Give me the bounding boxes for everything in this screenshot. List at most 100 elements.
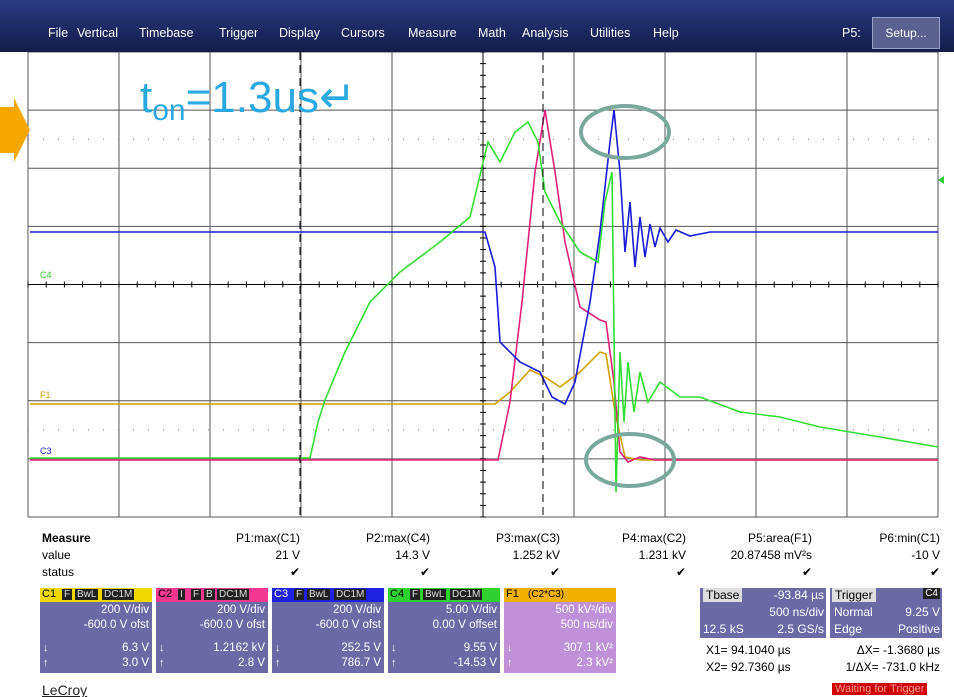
measure-title: Measure <box>42 531 91 545</box>
trigger-type: Edge <box>834 622 863 636</box>
channel-tag: F <box>191 589 202 600</box>
measure-name: P4:max(C2) <box>621 531 686 545</box>
grid <box>27 52 939 518</box>
channel-name: C3 <box>274 588 289 600</box>
cursor-low: 252.5 V <box>341 642 381 654</box>
measure-name: P6:min(C1) <box>879 531 940 545</box>
cursor-low: 307.1 kV² <box>563 642 613 654</box>
trigger-slope: Positive <box>897 622 940 636</box>
arrow-low: ↓ <box>391 642 397 654</box>
trace-c4 <box>30 120 939 493</box>
cursor-inv-dx: 1/ΔX= -731.0 kHz <box>845 660 940 674</box>
arrow-low: ↓ <box>507 642 513 654</box>
arrow-high: ↑ <box>275 657 281 669</box>
annotation-t: t <box>140 73 152 122</box>
channel-tag: BwL <box>423 589 447 600</box>
menu-bar <box>0 0 954 52</box>
channel-tag: B <box>204 589 215 600</box>
trace-c3 <box>30 109 938 406</box>
cursor-low: 6.3 V <box>122 642 149 654</box>
offset: -600.0 V ofst <box>199 619 265 631</box>
offset: -600.0 V ofst <box>315 619 381 631</box>
p5-label: P5: <box>842 26 861 40</box>
channel-body <box>272 602 384 673</box>
highlight-circle <box>584 432 676 488</box>
channel-tag: F <box>294 589 305 600</box>
cursor-high: 2.3 kV² <box>576 657 613 669</box>
channel-body <box>504 602 616 673</box>
channel-name: F1 <box>506 588 519 600</box>
menu-item: Trigger <box>219 26 259 40</box>
channel-tag: BwL <box>307 589 331 600</box>
trigger-source: C4 <box>923 588 940 599</box>
channel-body <box>156 602 268 673</box>
cursor-high: -14.53 V <box>453 657 497 669</box>
channel-tag: F <box>410 589 421 600</box>
cursor-x2: X2= 92.7360 µs <box>706 660 791 674</box>
channel-body <box>40 602 152 673</box>
measure-name: P2:max(C4) <box>365 531 430 545</box>
menu-item: Math <box>478 26 506 40</box>
setup-button[interactable]: Setup... <box>872 17 940 49</box>
menu-item: File <box>48 26 69 40</box>
menu-item: Help <box>653 26 679 40</box>
measure-status: ✔ <box>549 565 560 579</box>
channel-name: C4 <box>390 588 405 600</box>
menu-item: Utilities <box>590 26 631 40</box>
trigger-level: 9.25 V <box>905 605 940 619</box>
offset: 0.00 V offset <box>432 619 497 631</box>
measure-name: P5:area(F1) <box>747 531 812 545</box>
channel-body <box>388 602 500 673</box>
channel-tag: I <box>178 589 185 600</box>
arrow-high: ↑ <box>159 657 165 669</box>
channel-tag: F <box>62 589 73 600</box>
menu-item: Display <box>279 26 320 40</box>
arrow-high: ↑ <box>507 657 513 669</box>
trace-c2 <box>30 109 938 463</box>
measure-value: 21 V <box>275 548 300 562</box>
trigger-label: Trigger <box>832 588 876 602</box>
channel-name: C1 <box>42 588 57 600</box>
menu-item: Analysis <box>522 26 569 40</box>
brand: LeCroy <box>42 682 88 697</box>
waveform-display: ton=1.3us↵ C4 F1 C3 <box>0 52 944 518</box>
highlight-circle <box>579 104 671 160</box>
menu-item: Cursors <box>341 26 385 40</box>
cursor-high: 3.0 V <box>122 657 149 669</box>
measure-value: -10 V <box>911 548 940 562</box>
annotation-value: =1.3us↵ <box>186 73 356 122</box>
offset: 500 ns/div <box>560 619 613 631</box>
channel-tag: DC1M <box>217 589 250 600</box>
measure-value: 14.3 V <box>395 548 430 562</box>
status: Waiting for Trigger <box>832 683 928 695</box>
channel-tag: DC1M <box>334 589 367 600</box>
grid-label: F1 <box>40 390 51 400</box>
measure-row-label: value <box>42 548 71 562</box>
channel-tag: (C2*C3) <box>528 589 565 600</box>
cursor-high: 2.8 V <box>238 657 265 669</box>
trigger-mode: Normal <box>834 605 873 619</box>
measure-status: ✔ <box>929 565 940 579</box>
channel-header <box>504 588 616 602</box>
measure-status: ✔ <box>289 565 300 579</box>
channel-tag: DC1M <box>102 589 135 600</box>
measure-status: ✔ <box>801 565 812 579</box>
offset: -600.0 V ofst <box>83 619 149 631</box>
timebase-samples: 12.5 kS <box>703 622 744 636</box>
arrow-high: ↑ <box>391 657 397 669</box>
arrow-low: ↓ <box>43 642 49 654</box>
channel-name: C2 <box>158 588 173 600</box>
measure-status: ✔ <box>675 565 686 579</box>
menu-item: Vertical <box>77 26 118 40</box>
measure-status: ✔ <box>419 565 430 579</box>
menu-item: Timebase <box>139 26 194 40</box>
volts-div: 5.00 V/div <box>445 604 497 616</box>
channel-tag: DC1M <box>450 589 483 600</box>
cursor-low: 1.2162 kV <box>213 642 265 654</box>
measure-value: 1.252 kV <box>512 548 560 562</box>
timebase-delay: -93.84 µs <box>773 588 824 602</box>
trace-f1 <box>30 351 938 461</box>
cursor-dx: ΔX= -1.3680 µs <box>856 643 940 657</box>
grid-label: C3 <box>40 446 52 456</box>
